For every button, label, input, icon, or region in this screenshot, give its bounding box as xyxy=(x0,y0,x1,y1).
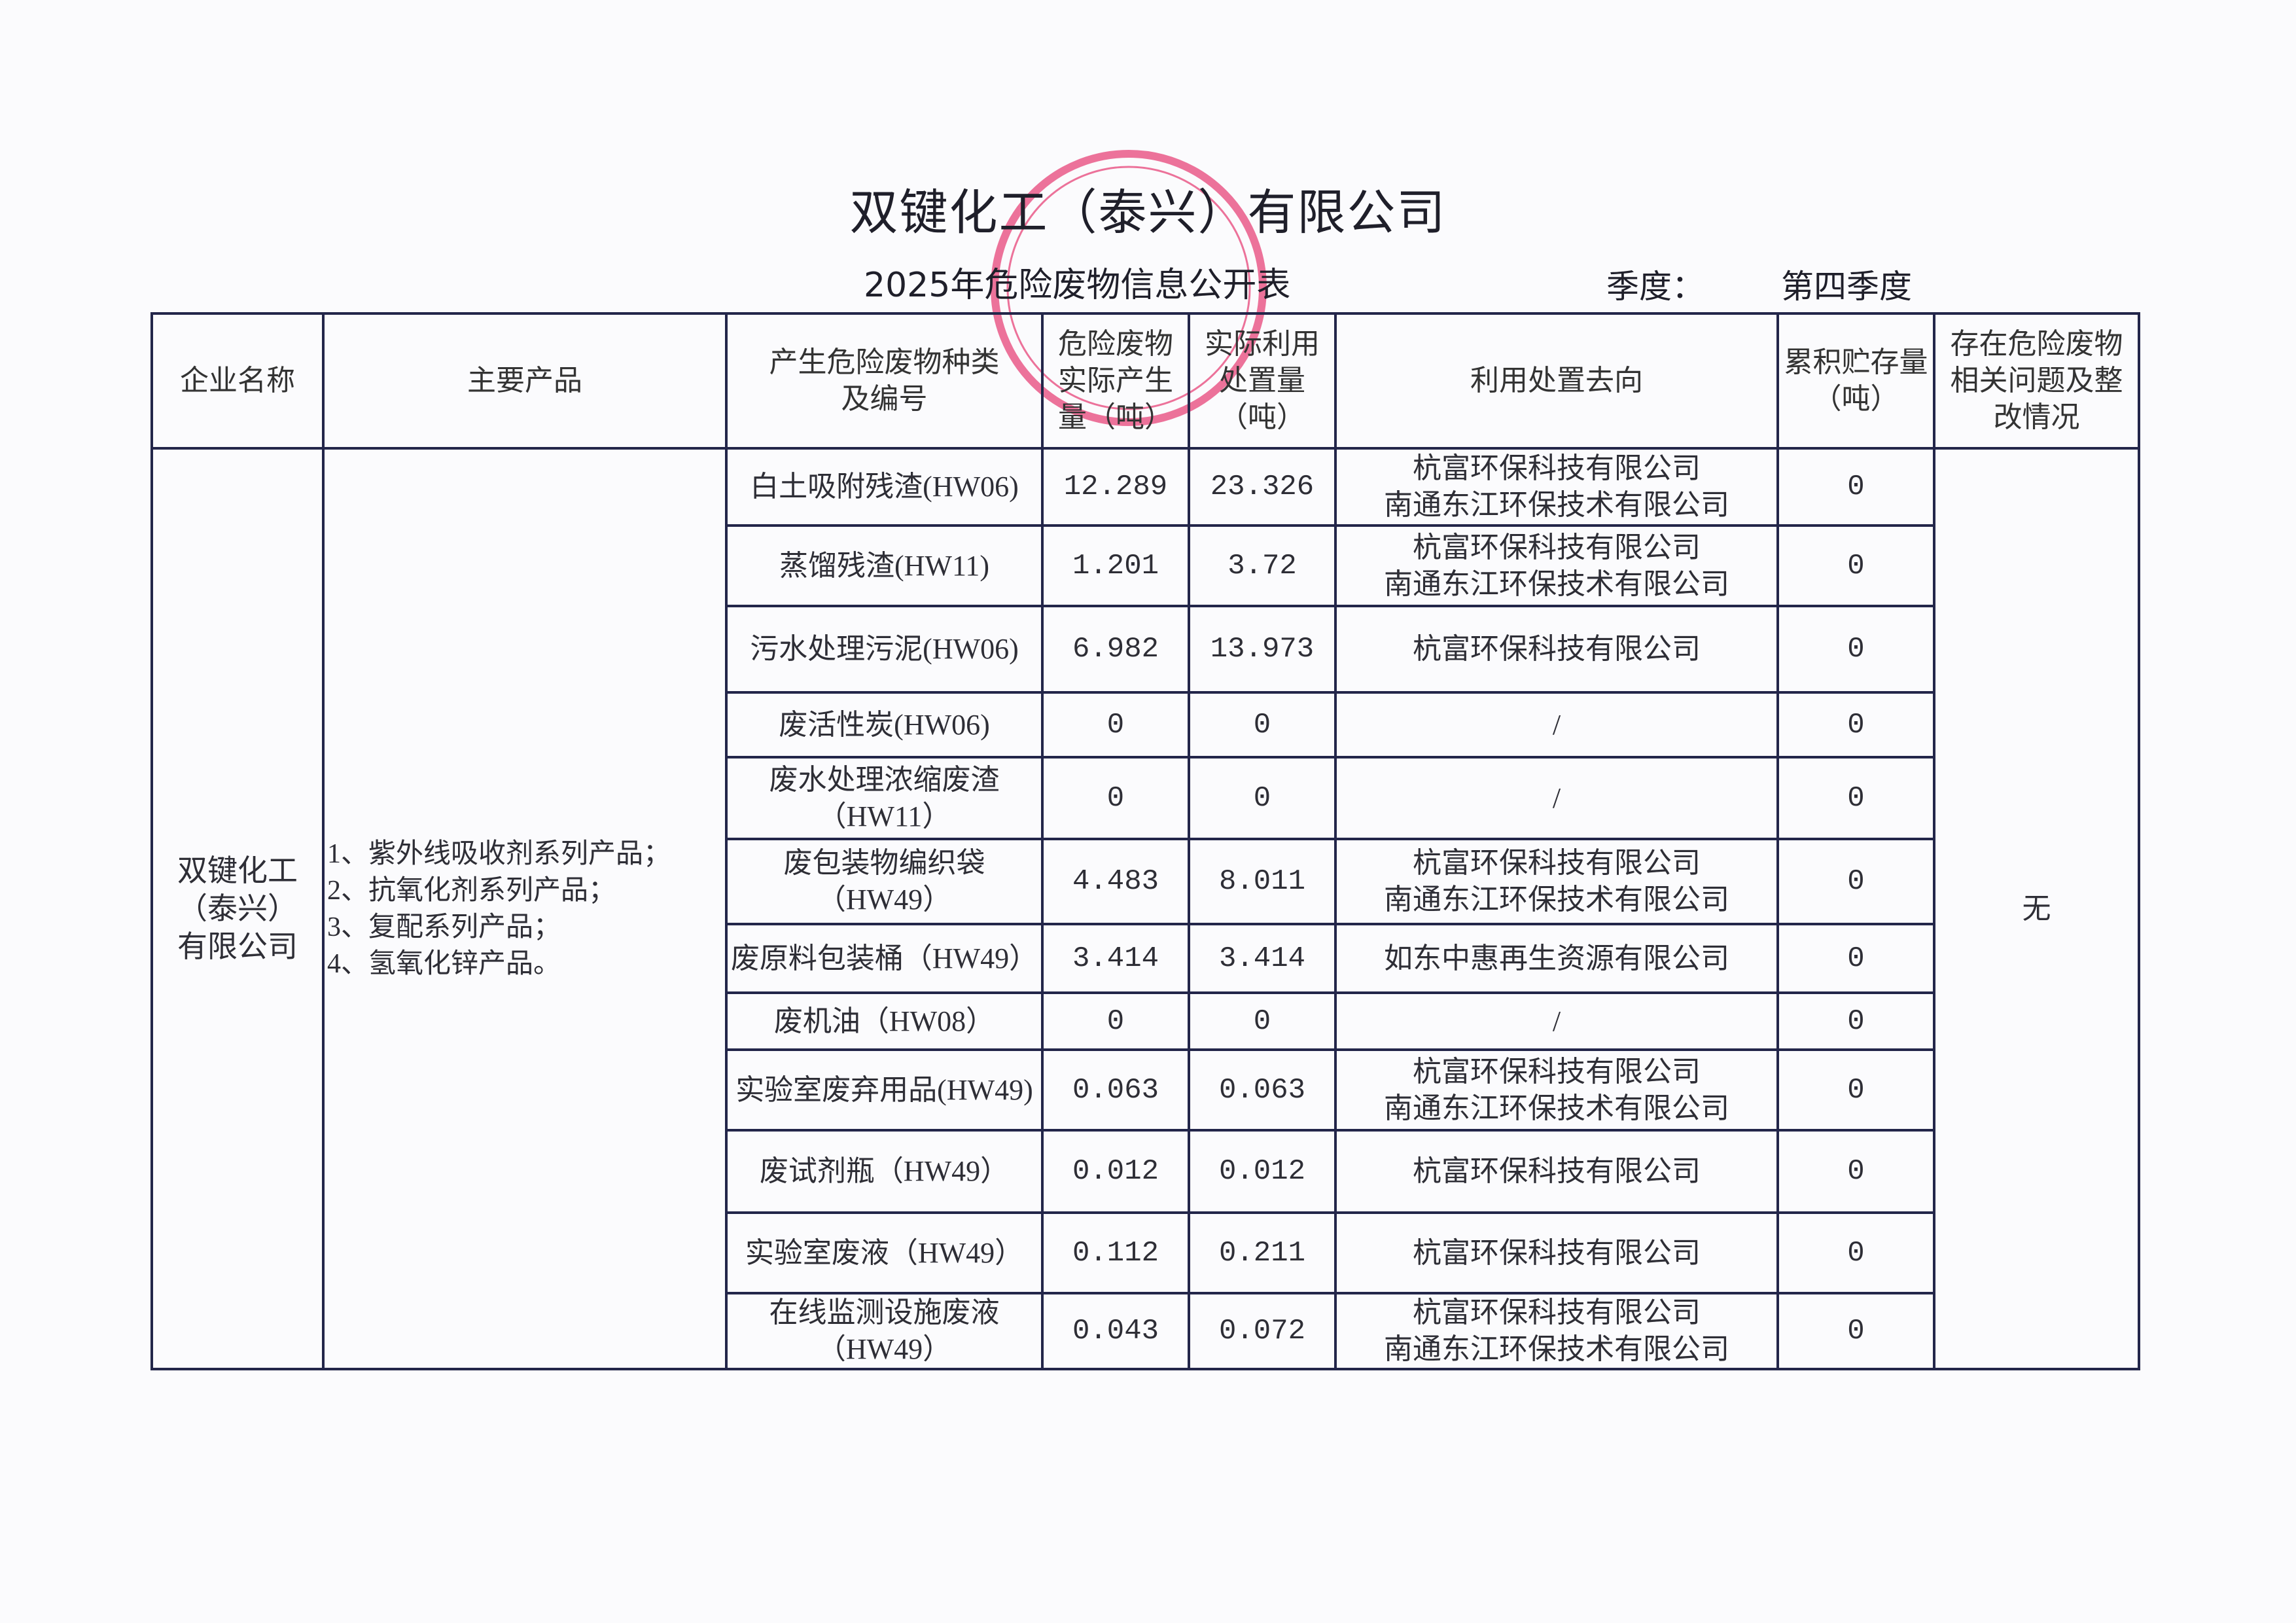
stored-amount-cell: 0 xyxy=(1776,524,1935,607)
form-subtitle: 2025年危险废物信息公开表 xyxy=(864,266,1291,305)
waste-type-cell: 实验室废液（HW49） xyxy=(725,1211,1044,1294)
disposed-amount-cell: 0.063 xyxy=(1188,1048,1337,1132)
disposed-amount-cell: 0.072 xyxy=(1188,1292,1337,1370)
stored-amount-cell: 0 xyxy=(1776,991,1935,1051)
product-item: 4、氢氧化锌产品。 xyxy=(327,948,561,979)
disposed-amount-cell: 23.326 xyxy=(1188,447,1337,527)
table-row: 废活性炭(HW06) 0 0/0 xyxy=(152,691,2139,758)
stored-amount-cell: 0 xyxy=(1776,691,1935,758)
header-products: 主要产品 xyxy=(322,312,728,450)
header-stored: 累积贮存量（吨） xyxy=(1776,312,1935,450)
generated-amount-cell: 12.289 xyxy=(1041,447,1190,527)
stored-amount-cell: 0 xyxy=(1776,923,1935,994)
company-name-cell: 双键化工（泰兴）有限公司 xyxy=(150,447,325,1370)
waste-type-cell: 实验室废弃用品(HW49) xyxy=(725,1048,1044,1132)
destination-cell: 杭富环保科技有限公司 南通东江环保技术有限公司 xyxy=(1334,1048,1779,1132)
stored-amount-cell: 0 xyxy=(1776,1048,1935,1132)
destination-cell: 杭富环保科技有限公司 xyxy=(1334,605,1779,694)
waste-type-cell: 蒸馏残渣(HW11) xyxy=(725,524,1044,607)
destination-cell: 杭富环保科技有限公司 xyxy=(1334,1211,1779,1294)
stored-amount-cell: 0 xyxy=(1776,838,1935,925)
table-row: 蒸馏残渣(HW11) 1.201 3.72 杭富环保科技有限公司 南通东江环保技术有限… xyxy=(152,524,2139,607)
header-row: 企业名称 主要产品 产生危险废物种类及编号 危险废物实际产生量（吨） 实际利用处… xyxy=(150,312,2140,450)
destination-cell: / xyxy=(1334,756,1779,840)
issues-cell: 无 xyxy=(1933,447,2140,1370)
waste-type-cell: 废机油（HW08） xyxy=(725,991,1044,1051)
stored-amount-cell: 0 xyxy=(1776,447,1935,527)
product-item: 2、抗氧化剂系列产品； xyxy=(327,875,616,906)
table-row: 污水处理污泥(HW06) 6.982 13.973 杭富环保科技有限公司 0 xyxy=(152,605,2139,694)
table-row: 在线监测设施废液 （HW49） 0.043 0.072 杭富环保科技有限公司 南通东江… xyxy=(152,1292,2139,1370)
stored-amount-cell: 0 xyxy=(1776,1211,1935,1294)
header-waste-type: 产生危险废物种类及编号 xyxy=(725,312,1044,450)
disposed-amount-cell: 3.414 xyxy=(1188,923,1337,994)
stored-amount-cell: 0 xyxy=(1776,1129,1935,1214)
header-disposed: 实际利用处置量（吨） xyxy=(1188,312,1337,450)
table-row: 废包装物编织袋 （HW49） 4.483 8.011 杭富环保科技有限公司 南通东江环… xyxy=(152,838,2139,925)
generated-amount-cell: 0.112 xyxy=(1041,1211,1190,1294)
header-generated: 危险废物实际产生量（吨） xyxy=(1041,312,1190,450)
generated-amount-cell: 0.012 xyxy=(1041,1129,1190,1214)
destination-cell: 杭富环保科技有限公司 xyxy=(1334,1129,1779,1214)
table-row: 废机油（HW08） 0 0/0 xyxy=(152,991,2139,1051)
disposed-amount-cell: 3.72 xyxy=(1188,524,1337,607)
destination-cell: 如东中惠再生资源有限公司 xyxy=(1334,923,1779,994)
disposed-amount-cell: 13.973 xyxy=(1188,605,1337,694)
destination-cell: 杭富环保科技有限公司 南通东江环保技术有限公司 xyxy=(1334,524,1779,607)
generated-amount-cell: 4.483 xyxy=(1041,838,1190,925)
waste-type-cell: 废水处理浓缩废渣 （HW11） xyxy=(725,756,1044,840)
generated-amount-cell: 0 xyxy=(1041,756,1190,840)
generated-amount-cell: 6.982 xyxy=(1041,605,1190,694)
disposed-amount-cell: 0 xyxy=(1188,991,1337,1051)
destination-cell: 杭富环保科技有限公司 南通东江环保技术有限公司 xyxy=(1334,447,1779,527)
quarter-value: 第四季度 xyxy=(1781,268,1912,306)
header-destination: 利用处置去向 xyxy=(1334,312,1779,450)
destination-cell: 杭富环保科技有限公司 南通东江环保技术有限公司 xyxy=(1334,1292,1779,1370)
waste-type-cell: 废活性炭(HW06) xyxy=(725,691,1044,758)
destination-cell: / xyxy=(1334,991,1779,1051)
destination-cell: 杭富环保科技有限公司 南通东江环保技术有限公司 xyxy=(1334,838,1779,925)
generated-amount-cell: 0 xyxy=(1041,991,1190,1051)
header-issues: 存在危险废物相关问题及整改情况 xyxy=(1933,312,2140,450)
stored-amount-cell: 0 xyxy=(1776,756,1935,840)
main-products-cell: 1、紫外线吸收剂系列产品； 2、抗氧化剂系列产品； 3、复配系列产品； 4、氢氧化锌产… xyxy=(322,447,728,1370)
waste-type-cell: 废原料包装桶（HW49） xyxy=(725,923,1044,994)
disposed-amount-cell: 0 xyxy=(1188,691,1337,758)
waste-type-cell: 废试剂瓶（HW49） xyxy=(725,1129,1044,1214)
hazardous-waste-table: 企业名称 主要产品 产生危险废物种类及编号 危险废物实际产生量（吨） 实际利用处… xyxy=(150,312,2140,1370)
generated-amount-cell: 3.414 xyxy=(1041,923,1190,994)
table-row: 双键化工（泰兴）有限公司 1、紫外线吸收剂系列产品； 2、抗氧化剂系列产品； 3、复配… xyxy=(150,447,2140,1370)
destination-cell: / xyxy=(1334,691,1779,758)
stored-amount-cell: 0 xyxy=(1776,605,1935,694)
waste-type-cell: 在线监测设施废液 （HW49） xyxy=(725,1292,1044,1370)
table-row: 废试剂瓶（HW49） 0.012 0.012 杭富环保科技有限公司 0 xyxy=(152,1129,2139,1214)
table-row: 废原料包装桶（HW49） 3.414 3.414 如东中惠再生资源有限公司 0 xyxy=(152,923,2139,994)
disposed-amount-cell: 8.011 xyxy=(1188,838,1337,925)
disposed-amount-cell: 0.211 xyxy=(1188,1211,1337,1294)
table-row: 实验室废弃用品(HW49) 0.063 0.063 杭富环保科技有限公司 南通东江环保… xyxy=(152,1048,2139,1132)
product-item: 1、紫外线吸收剂系列产品； xyxy=(327,838,671,869)
stored-amount-cell: 0 xyxy=(1776,1292,1935,1370)
disposed-amount-cell: 0.012 xyxy=(1188,1129,1337,1214)
waste-type-cell: 废包装物编织袋 （HW49） xyxy=(725,838,1044,925)
table-row: 废水处理浓缩废渣 （HW11） 0 0/0 xyxy=(152,756,2139,840)
company-title: 双键化工（泰兴）有限公司 xyxy=(849,185,1447,241)
generated-amount-cell: 0.063 xyxy=(1041,1048,1190,1132)
product-item: 3、复配系列产品； xyxy=(327,912,561,942)
waste-type-cell: 白土吸附残渣(HW06) xyxy=(725,447,1044,527)
waste-type-cell: 污水处理污泥(HW06) xyxy=(725,605,1044,694)
generated-amount-cell: 0.043 xyxy=(1041,1292,1190,1370)
generated-amount-cell: 1.201 xyxy=(1041,524,1190,607)
disposed-amount-cell: 0 xyxy=(1188,756,1337,840)
generated-amount-cell: 0 xyxy=(1041,691,1190,758)
header-company: 企业名称 xyxy=(150,312,325,450)
quarter-label: 季度： xyxy=(1606,268,1704,306)
table-row: 实验室废液（HW49） 0.112 0.211 杭富环保科技有限公司 0 xyxy=(152,1211,2139,1294)
